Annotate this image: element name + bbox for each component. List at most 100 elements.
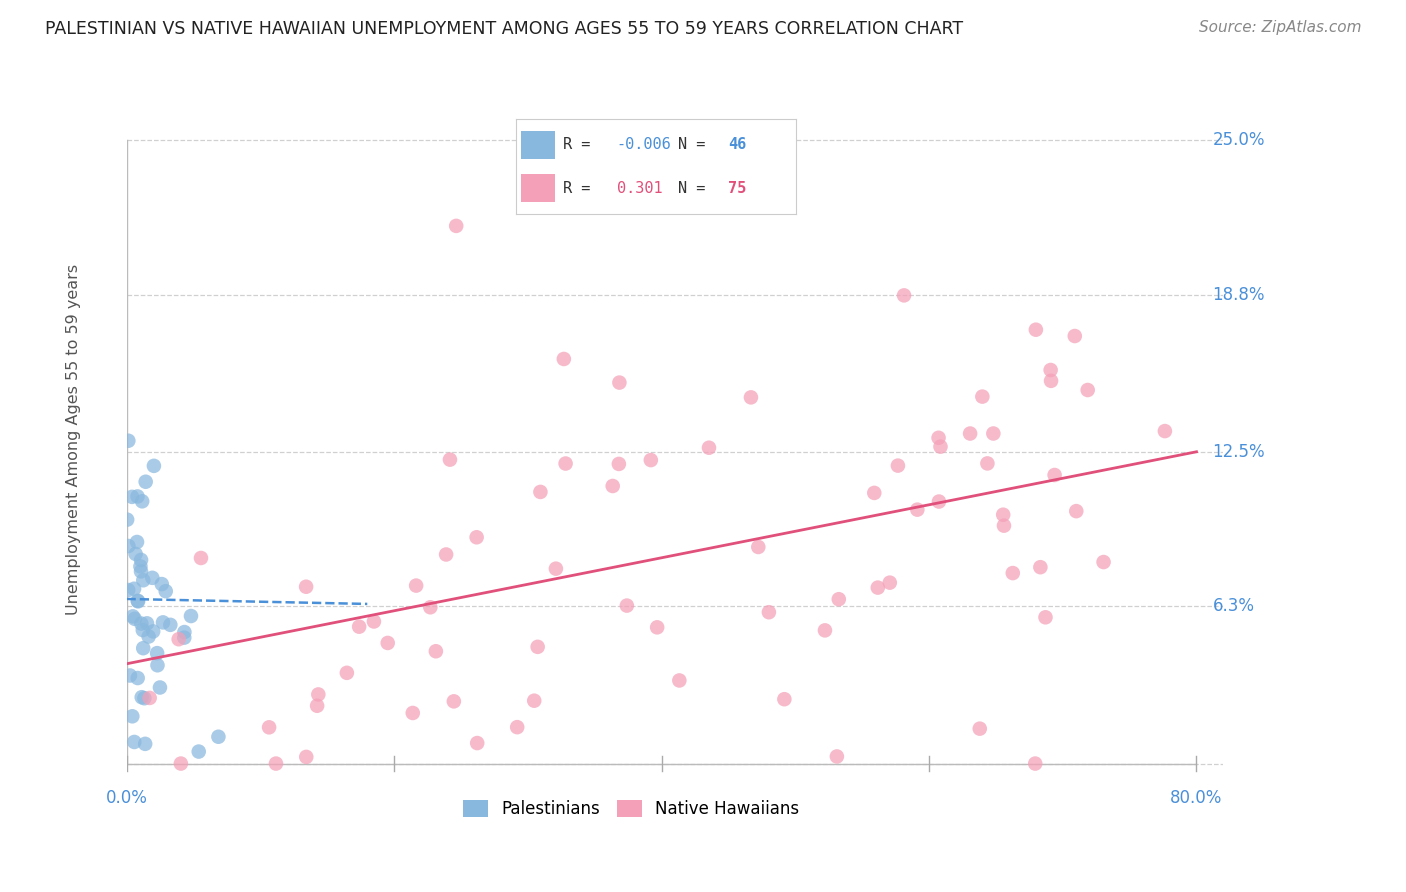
Point bbox=[129, 553, 152, 567]
Point bbox=[141, 571, 163, 585]
Point bbox=[124, 612, 146, 626]
Text: 6.3%: 6.3% bbox=[1212, 598, 1254, 615]
Point bbox=[1029, 560, 1052, 574]
Point bbox=[132, 623, 155, 637]
Point bbox=[190, 551, 212, 566]
Point bbox=[959, 426, 981, 441]
Point bbox=[295, 750, 318, 764]
Point bbox=[1001, 566, 1024, 580]
Point bbox=[697, 441, 720, 455]
Text: 18.8%: 18.8% bbox=[1212, 285, 1265, 303]
Point bbox=[976, 457, 998, 471]
Point bbox=[1077, 383, 1099, 397]
Point bbox=[607, 457, 630, 471]
Point bbox=[640, 453, 662, 467]
Point bbox=[129, 559, 152, 574]
Point bbox=[146, 658, 169, 673]
Point bbox=[1064, 504, 1087, 518]
Text: 80.0%: 80.0% bbox=[1170, 789, 1223, 806]
Point bbox=[402, 706, 425, 720]
Point bbox=[668, 673, 690, 688]
Point bbox=[377, 636, 399, 650]
Point bbox=[138, 630, 160, 644]
Point bbox=[132, 574, 155, 588]
Point bbox=[905, 502, 928, 516]
Point bbox=[180, 609, 202, 624]
Point bbox=[444, 219, 467, 233]
Text: Unemployment Among Ages 55 to 59 years: Unemployment Among Ages 55 to 59 years bbox=[66, 264, 82, 615]
Point bbox=[124, 547, 146, 561]
Point bbox=[439, 452, 461, 467]
Legend: Palestinians, Native Hawaiians: Palestinians, Native Hawaiians bbox=[456, 794, 806, 825]
Point bbox=[129, 565, 152, 579]
Point bbox=[336, 665, 359, 680]
Text: Source: ZipAtlas.com: Source: ZipAtlas.com bbox=[1198, 20, 1361, 35]
Point bbox=[127, 490, 149, 504]
Point bbox=[115, 513, 138, 527]
Point bbox=[363, 615, 385, 629]
Point bbox=[117, 582, 139, 597]
Point bbox=[136, 616, 159, 631]
Point bbox=[928, 431, 950, 445]
Point bbox=[1039, 363, 1062, 377]
Point bbox=[1063, 329, 1085, 343]
Point bbox=[134, 737, 156, 751]
Point bbox=[207, 730, 229, 744]
Point bbox=[645, 620, 668, 634]
Point bbox=[969, 722, 991, 736]
Text: 0.0%: 0.0% bbox=[105, 789, 148, 806]
Point bbox=[828, 592, 851, 607]
Point bbox=[138, 690, 160, 705]
Point bbox=[928, 494, 950, 508]
Point bbox=[118, 668, 141, 682]
Point bbox=[122, 582, 145, 596]
Point bbox=[544, 562, 567, 576]
Point bbox=[152, 615, 174, 630]
Point bbox=[465, 736, 488, 750]
Point bbox=[1043, 468, 1066, 483]
Point bbox=[465, 530, 488, 544]
Text: 12.5%: 12.5% bbox=[1212, 442, 1265, 461]
Point bbox=[1035, 610, 1057, 624]
Point bbox=[993, 508, 1015, 522]
Point bbox=[434, 548, 457, 562]
Point bbox=[616, 599, 638, 613]
Point bbox=[170, 756, 193, 771]
Point bbox=[142, 624, 165, 639]
Point bbox=[132, 641, 155, 656]
Point bbox=[150, 577, 173, 591]
Point bbox=[159, 617, 181, 632]
Point bbox=[149, 681, 172, 695]
Point bbox=[155, 584, 177, 599]
Point bbox=[1025, 323, 1047, 337]
Point bbox=[506, 720, 529, 734]
Point bbox=[740, 390, 762, 404]
Point bbox=[983, 426, 1005, 441]
Point bbox=[131, 494, 153, 508]
Point bbox=[419, 600, 441, 615]
Point bbox=[425, 644, 447, 658]
Point bbox=[125, 535, 148, 549]
Point bbox=[307, 698, 329, 713]
Point bbox=[887, 458, 910, 473]
Point bbox=[1024, 756, 1046, 771]
Point bbox=[307, 688, 329, 702]
Point bbox=[993, 518, 1015, 533]
Point bbox=[117, 539, 139, 553]
Point bbox=[1040, 374, 1063, 388]
Point bbox=[825, 749, 848, 764]
Point bbox=[127, 594, 149, 608]
Point bbox=[553, 351, 575, 366]
Point bbox=[758, 605, 780, 619]
Point bbox=[127, 594, 149, 608]
Point bbox=[747, 540, 769, 554]
Point bbox=[602, 479, 624, 493]
Point bbox=[173, 631, 195, 645]
Point bbox=[814, 624, 837, 638]
Point bbox=[146, 646, 169, 660]
Point bbox=[1092, 555, 1115, 569]
Point bbox=[121, 709, 143, 723]
Point bbox=[773, 692, 796, 706]
Text: 25.0%: 25.0% bbox=[1212, 131, 1265, 149]
Point bbox=[187, 745, 209, 759]
